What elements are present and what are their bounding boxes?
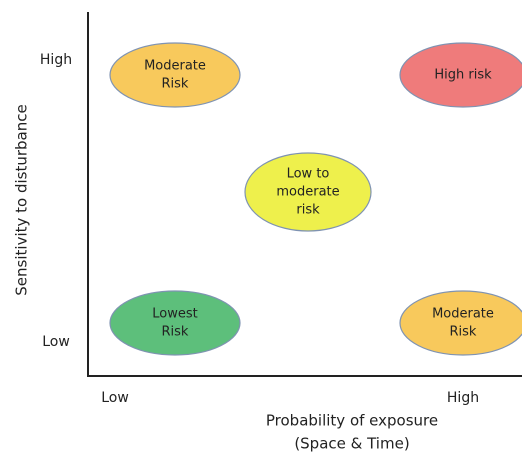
node-label: Moderate [432,307,494,322]
node-label: Risk [162,325,189,340]
x-axis-subtitle: (Space & Time) [294,435,409,453]
y-low-label: Low [42,334,70,350]
node-label: Low to [287,167,330,182]
node-label: moderate [276,185,339,200]
node-label: Risk [162,77,189,92]
ellipse [399,290,522,356]
ellipse [109,42,241,108]
ellipse [109,290,241,356]
node-label: Lowest [152,307,197,322]
node: Low to moderate risk [244,152,372,232]
ellipse [244,152,372,232]
node-label: Risk [450,325,477,340]
y-axis-title: Sensitivity to disturbance [13,104,31,295]
x-low-label: Low [101,390,129,406]
node-label: risk [296,203,320,218]
node: High risk [399,42,522,108]
node: Lowest Risk [109,290,241,356]
node-label: High risk [434,68,492,83]
node-label: Moderate [144,59,206,74]
y-high-label: High [40,52,72,68]
ellipse [399,42,522,108]
x-axis-title: Probability of exposure [266,412,438,430]
node: Moderate Risk [109,42,241,108]
x-high-label: High [447,390,479,406]
node: Moderate Risk [399,290,522,356]
